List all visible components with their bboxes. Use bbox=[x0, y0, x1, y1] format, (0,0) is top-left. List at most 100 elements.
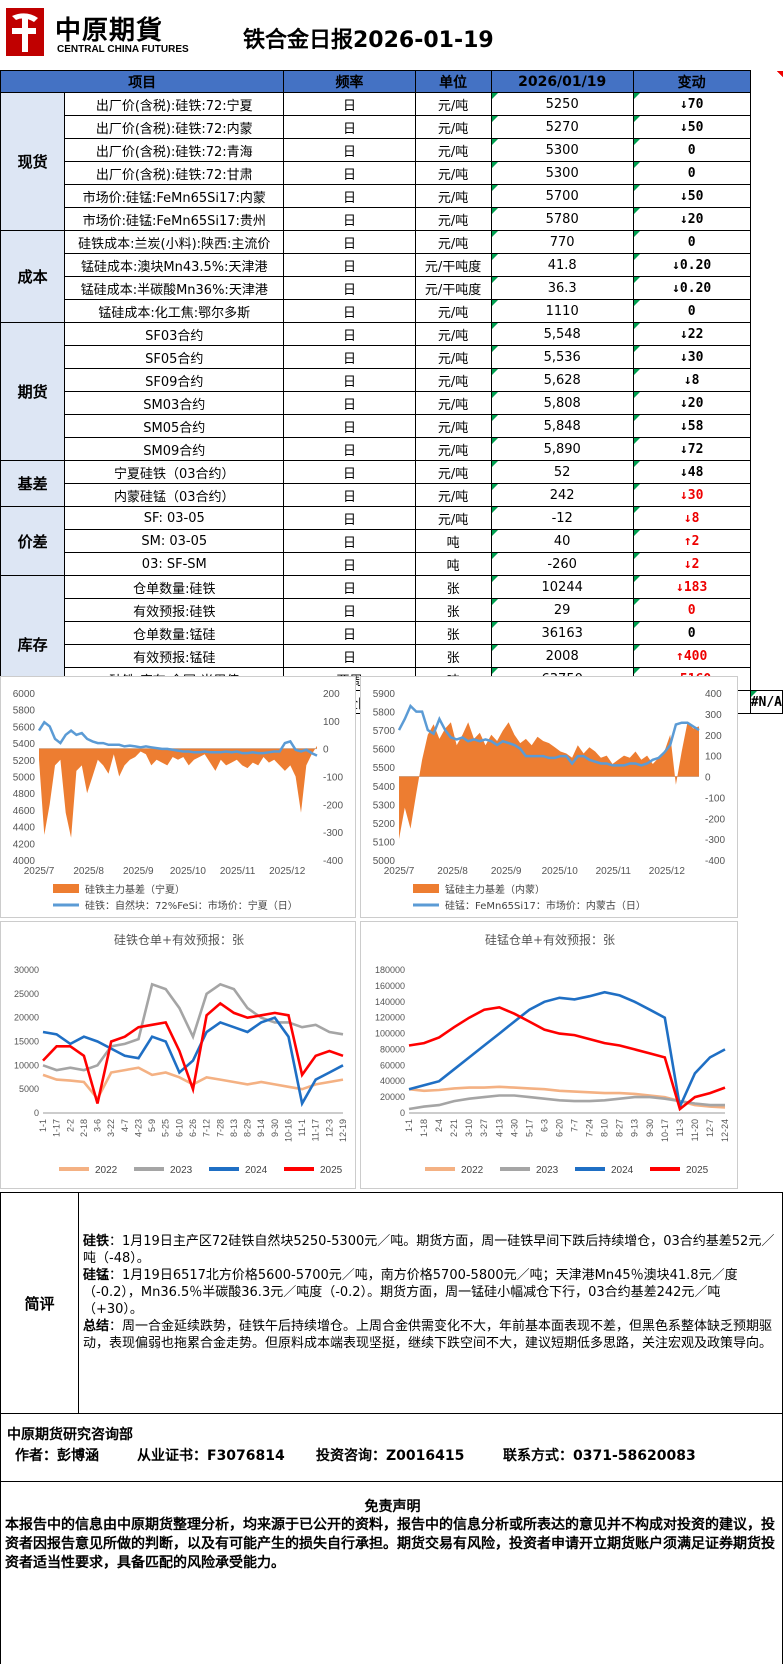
footer-info: 中原期货研究咨询部 作者：彭博涵 从业证书：F3076814 投资咨询：Z001… bbox=[0, 1414, 783, 1482]
y-tick-label: 20000 bbox=[380, 1092, 405, 1102]
table-row: 锰硅成本:半碳酸Mn36%:天津港日元/干吨度 36.3 ↓0.20 bbox=[1, 276, 783, 300]
unit-cell: 张 bbox=[414, 644, 492, 668]
chart-sife-basis-svg: 6000 5800 5600 5400 5200 5000 4800 4600 4400 4200… bbox=[13, 689, 344, 912]
category-cell: 成本 bbox=[0, 230, 66, 323]
unit-cell: 元/吨 bbox=[414, 207, 492, 231]
y-left-tick-label: 4600 bbox=[13, 806, 36, 817]
x-tick-label: 10-17 bbox=[660, 1119, 670, 1142]
item-cell: 出厂价(含税):硅铁:72:内蒙 bbox=[64, 115, 285, 139]
x-tick-label: 3-27 bbox=[479, 1119, 489, 1137]
chart-simn-basis-svg: 5900 5800 5700 5600 5500 5400 5300 5200 5100 5000… bbox=[373, 689, 726, 912]
unit-cell: 元/吨 bbox=[414, 437, 492, 461]
x-tick-label: 11-1 bbox=[297, 1119, 307, 1136]
table-row: 期货 SF03合约日元/吨 5,548 ↓22 bbox=[0, 322, 783, 461]
freq-cell: 日 bbox=[283, 184, 416, 208]
comment-summary-head: 总结 bbox=[83, 1319, 110, 1334]
item-cell: 出厂价(含税):硅铁:72:青海 bbox=[64, 138, 285, 162]
unit-cell: 元/吨 bbox=[414, 506, 492, 530]
value-cell: 5300 bbox=[490, 161, 634, 185]
x-tick-label: 2025/9 bbox=[491, 866, 522, 877]
value-cell: -260 bbox=[490, 552, 634, 576]
chart-sife-warrants-svg: 硅铁仓单+有效预报：张 30000 25000 20000 15000 10000 5000… bbox=[14, 932, 348, 1176]
table-row: SF09合约日元/吨 5,628 ↓8 bbox=[1, 368, 783, 392]
freq-cell: 日 bbox=[283, 552, 416, 576]
freq-cell: 日 bbox=[283, 529, 416, 553]
change-cell: ↓70 bbox=[632, 92, 751, 116]
price-line-series bbox=[397, 703, 700, 767]
change-cell: ↓183 bbox=[632, 575, 751, 599]
x-tick-label: 5-17 bbox=[524, 1119, 534, 1137]
company-logo-icon bbox=[6, 8, 44, 56]
value-cell: 36.3 bbox=[490, 276, 634, 300]
item-cell: 出厂价(含税):硅铁:72:甘肃 bbox=[64, 161, 285, 185]
freq-cell: 日 bbox=[283, 506, 416, 530]
table-row: 市场价:硅锰:FeMn65Si17:贵州日元/吨 5780 ↓20 bbox=[1, 207, 783, 231]
value-cell: 5,890 bbox=[490, 437, 634, 461]
y-left-tick-label: 4200 bbox=[13, 839, 36, 850]
freq-cell: 日 bbox=[283, 322, 416, 346]
report-header: 中原期貨 CENTRAL CHINA FUTURES 铁合金日报2026-01-… bbox=[0, 0, 783, 70]
y-tick-label: 10000 bbox=[14, 1060, 39, 1070]
item-cell: 出厂价(含税):硅铁:72:宁夏 bbox=[64, 92, 285, 116]
x-tick-label: 1-17 bbox=[52, 1119, 62, 1137]
y-left-tick-label: 5400 bbox=[13, 739, 36, 750]
change-cell: ↓30 bbox=[632, 483, 751, 507]
disclaimer-title: 免责声明 bbox=[364, 1499, 421, 1515]
x-tick-label: 6-20 bbox=[554, 1119, 564, 1137]
legend-area-swatch bbox=[53, 884, 79, 893]
table-row: 市场价:硅锰:FeMn65Si17:内蒙日元/吨 5700 ↓50 bbox=[1, 184, 783, 208]
item-cell: 市场价:硅锰:FeMn65Si17:内蒙 bbox=[64, 184, 285, 208]
value-cell: 1110 bbox=[490, 299, 634, 323]
x-tick-label: 2025/9 bbox=[123, 866, 154, 877]
freq-cell: 日 bbox=[283, 391, 416, 415]
change-cell: ↓8 bbox=[632, 368, 751, 392]
x-tick-label: 2025/10 bbox=[542, 866, 579, 877]
unit-cell: 张 bbox=[414, 598, 492, 622]
unit-cell: 元/吨 bbox=[414, 230, 492, 254]
value-cell: 40 bbox=[490, 529, 634, 553]
freq-cell: 日 bbox=[283, 368, 416, 392]
item-cell: SF03合约 bbox=[64, 322, 285, 346]
y-right-tick-label: -200 bbox=[705, 814, 725, 825]
basis-area-series bbox=[39, 745, 317, 838]
item-cell: 仓单数量:锰硅 bbox=[64, 621, 285, 645]
legend-label: 2022 bbox=[95, 1165, 118, 1176]
series-line-2023 bbox=[42, 982, 344, 1072]
value-cell: 5,848 bbox=[490, 414, 634, 438]
x-tick-label: 2025/11 bbox=[220, 866, 256, 877]
freq-cell: 日 bbox=[283, 437, 416, 461]
table-row: 出厂价(含税):硅铁:72:青海日元/吨 5300 0 bbox=[1, 138, 783, 162]
table-row: 价差 SF: 03-05 日元/吨 -12 ↓8 bbox=[0, 506, 783, 576]
x-tick-label: 9-30 bbox=[270, 1119, 280, 1137]
x-tick-label: 7-28 bbox=[215, 1119, 225, 1137]
y-left-tick-label: 5100 bbox=[373, 837, 396, 848]
legend-label: 2025 bbox=[320, 1165, 343, 1176]
table-row: 出厂价(含税):硅铁:72:内蒙日元/吨 5270 ↓50 bbox=[1, 115, 783, 139]
y-left-tick-label: 5400 bbox=[373, 782, 396, 793]
x-tick-label: 8-27 bbox=[615, 1119, 625, 1137]
chart-simn-basis: 5900 5800 5700 5600 5500 5400 5300 5200 5100 5000… bbox=[360, 676, 738, 918]
change-cell: ↓8 bbox=[632, 506, 751, 530]
series-line-2024 bbox=[408, 990, 726, 1112]
x-tick-label: 11-3 bbox=[675, 1119, 685, 1136]
x-tick-label: 4-30 bbox=[509, 1119, 519, 1137]
item-cell: SM09合约 bbox=[64, 437, 285, 461]
table-row: 有效预报:硅铁日张 29 0 bbox=[1, 598, 783, 622]
legend-area-swatch bbox=[413, 884, 439, 893]
y-right-tick-label: -100 bbox=[705, 793, 725, 804]
legend-line-label: 硅铁：自然块：72%FeSi：市场价：宁夏（日） bbox=[85, 899, 298, 912]
value-cell: 5250 bbox=[490, 92, 634, 116]
series-line-2025 bbox=[408, 1005, 726, 1112]
x-tick-label: 7-24 bbox=[585, 1119, 595, 1137]
x-tick-label: 6-3 bbox=[539, 1119, 549, 1132]
x-tick-label: 4-13 bbox=[494, 1119, 504, 1137]
comment-summary-body: ：周一合金延续跌势，硅铁午后持续增仓。上周合金供需变化不大，年前基本面表现不差，… bbox=[83, 1319, 773, 1351]
table-row: 锰硅成本:化工焦:鄂尔多斯日元/吨 1110 0 bbox=[1, 299, 783, 323]
comment-sife-head: 硅铁 bbox=[83, 1234, 110, 1249]
unit-cell: 元/吨 bbox=[414, 322, 492, 346]
y-left-tick-label: 5000 bbox=[373, 856, 396, 867]
value-cell: 242 bbox=[490, 483, 634, 507]
y-right-tick-label: -300 bbox=[323, 828, 343, 839]
price-line-series bbox=[37, 720, 318, 757]
disclaimer-body: 本报告中的信息由中原期货整理分析，均来源于已公开的资料，报告中的信息分析或所表达… bbox=[5, 1517, 775, 1571]
